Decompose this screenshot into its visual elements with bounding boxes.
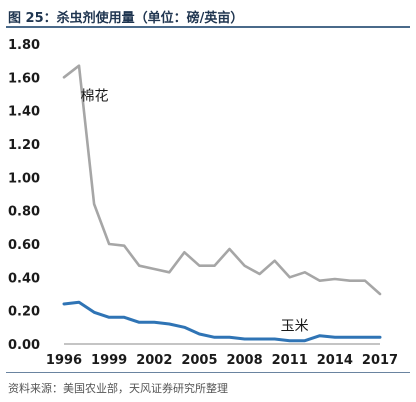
chart-title: 图 25：杀虫剂使用量（单位：磅/英亩） — [8, 11, 244, 26]
y-tick-label: 0.80 — [8, 205, 40, 220]
y-tick-label: 1.60 — [8, 71, 40, 86]
x-tick-label: 2014 — [317, 353, 353, 368]
line-chart: 0.00 0.20 0.40 0.60 0.80 1.00 1.20 1.40 1.60 1.80… — [8, 38, 398, 368]
y-axis-ticks: 0.00 0.20 0.40 0.60 0.80 1.00 1.20 1.40 1.60 1.80 — [8, 38, 40, 353]
x-tick-label: 2008 — [226, 353, 262, 368]
x-tick-label: 2005 — [181, 353, 217, 368]
y-tick-label: 1.40 — [8, 105, 40, 120]
x-axis-ticks: 1996 1999 2002 2005 2008 2011 2014 2017 — [46, 353, 398, 368]
y-tick-label: 1.80 — [8, 38, 40, 53]
source-rule — [6, 372, 410, 373]
series-label-corn: 玉米 — [281, 319, 309, 335]
y-tick-label: 1.00 — [8, 171, 40, 186]
series-line-2 — [62, 300, 382, 343]
x-tick-label: 2002 — [136, 353, 172, 368]
series-line-1 — [62, 64, 382, 296]
x-tick-label: 1999 — [91, 353, 127, 368]
y-tick-label: 0.60 — [8, 238, 40, 253]
y-tick-label: 0.20 — [8, 305, 40, 320]
series-label-cotton: 棉花 — [81, 88, 109, 105]
y-tick-label: 1.20 — [8, 138, 40, 153]
x-tick-label: 1996 — [46, 353, 82, 368]
y-tick-label: 0.40 — [8, 271, 40, 286]
y-tick-label: 0.00 — [8, 338, 40, 353]
source-note: 资料来源：美国农业部，天风证券研究所整理 — [8, 382, 228, 395]
x-tick-label: 2011 — [272, 353, 308, 368]
x-tick-label: 2017 — [362, 353, 398, 368]
title-rule — [6, 26, 410, 28]
series-layer — [62, 64, 382, 343]
